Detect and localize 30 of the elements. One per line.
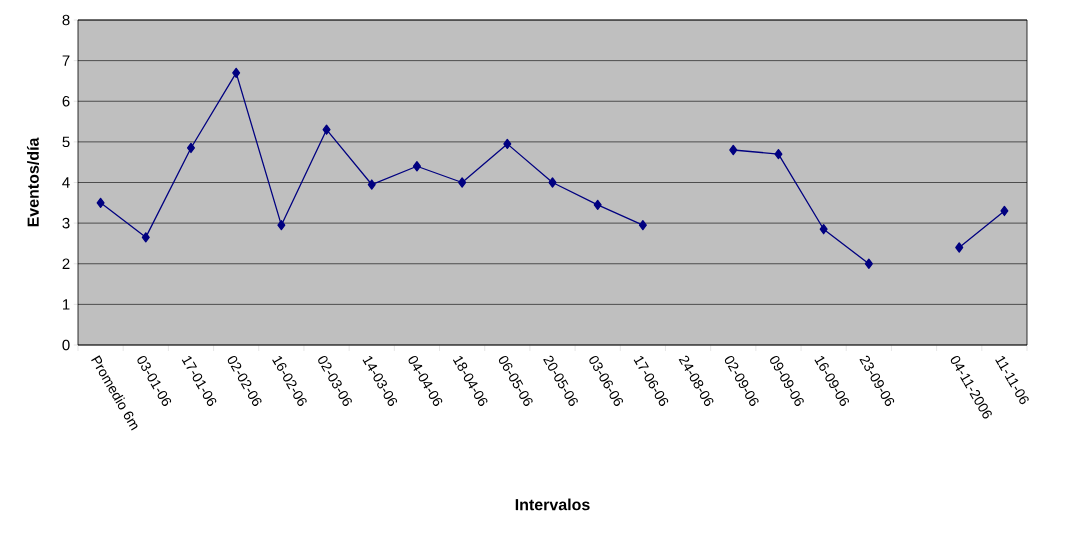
- y-tick-label: 0: [62, 339, 70, 351]
- point: [503, 138, 512, 150]
- point: [593, 199, 602, 210]
- point: [774, 148, 783, 160]
- point: [1000, 205, 1009, 217]
- y-tick-label: 6: [62, 95, 70, 107]
- point: [96, 197, 105, 208]
- point: [367, 179, 376, 190]
- point: [322, 124, 331, 135]
- y-tick-label: 2: [62, 258, 70, 269]
- y-tick-label: 4: [62, 177, 70, 188]
- point: [232, 67, 241, 78]
- point: [186, 142, 195, 154]
- point: [412, 161, 421, 172]
- point: [819, 224, 828, 235]
- x-axis-title: Intervalos: [515, 498, 590, 511]
- y-tick-label: 5: [62, 136, 70, 148]
- y-axis-title: Eventos/día: [26, 137, 39, 227]
- point: [141, 232, 150, 243]
- point: [277, 220, 286, 231]
- point: [548, 177, 557, 188]
- y-tick-label: 1: [63, 299, 70, 310]
- y-tick-label: 7: [62, 55, 70, 66]
- y-tick-label: 8: [62, 14, 70, 26]
- point: [864, 258, 873, 269]
- point: [638, 220, 647, 231]
- y-tick-label: 3: [62, 217, 70, 229]
- point: [955, 242, 964, 253]
- point: [729, 144, 738, 156]
- point: [458, 177, 467, 188]
